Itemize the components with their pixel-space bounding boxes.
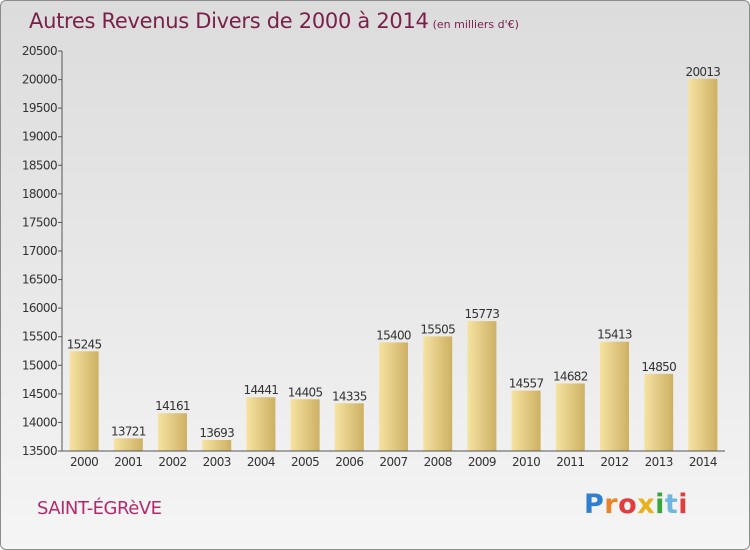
bar-2009 <box>467 321 497 451</box>
bar-value-label: 15505 <box>420 322 455 336</box>
x-tick-label: 2011 <box>556 455 584 469</box>
x-tick-label: 2012 <box>600 455 628 469</box>
y-tick-label: 16000 <box>22 301 57 315</box>
bar-2014 <box>688 78 718 451</box>
bar-value-label: 14335 <box>332 389 367 403</box>
bar-value-label: 13693 <box>199 426 234 440</box>
y-tick-label: 15000 <box>22 358 57 372</box>
y-tick-label: 19500 <box>22 101 57 115</box>
y-tick-label: 13500 <box>22 444 57 458</box>
chart-subtitle: (en milliers d'€) <box>432 18 519 31</box>
bar-2004 <box>246 397 276 451</box>
proxiti-logo[interactable]: Proxiti <box>584 489 688 525</box>
x-tick-label: 2008 <box>424 455 452 469</box>
x-tick-label: 2014 <box>689 455 717 469</box>
y-tick-label: 17500 <box>22 215 57 229</box>
bar-value-label: 14441 <box>244 383 279 397</box>
logo-letter: r <box>604 489 619 520</box>
bar-value-label: 14850 <box>641 360 676 374</box>
bar-2003 <box>202 439 232 451</box>
y-tick-label: 16500 <box>22 273 57 287</box>
logo-letter: o <box>618 489 638 520</box>
x-tick-label: 2006 <box>335 455 363 469</box>
logo-letter: i <box>655 489 665 520</box>
bar-value-label: 20013 <box>686 65 721 79</box>
y-axis: 13500 14000 14500 15000 15500 16000 16500 17000… <box>22 44 63 458</box>
chart-title: Autres Revenus Divers de 2000 à 2014 (en … <box>29 9 519 33</box>
commune-name: SAINT-ÉGRèVE <box>37 498 162 519</box>
x-tick-label: 2009 <box>468 455 496 469</box>
x-tick-label: 2004 <box>247 455 275 469</box>
y-tick-label: 18000 <box>22 187 57 201</box>
logo-letter: i <box>678 489 689 520</box>
bar-2005 <box>290 399 320 451</box>
x-tick-label: 2005 <box>291 455 319 469</box>
bar-2011 <box>555 383 585 451</box>
bar-value-label: 13721 <box>111 424 146 438</box>
bar-2006 <box>334 403 364 451</box>
y-tick-label: 18500 <box>22 158 57 172</box>
bar-value-label: 14161 <box>155 399 190 413</box>
x-tick-label: 2010 <box>512 455 540 469</box>
bars: 15245 13721 14161 13693 14441 14405 14335 15400… <box>67 65 721 451</box>
bar-2010 <box>511 390 541 451</box>
bar-2008 <box>423 336 453 451</box>
bar-2002 <box>158 413 187 451</box>
x-tick-label: 2007 <box>379 455 407 469</box>
x-tick-label: 2001 <box>114 455 142 469</box>
bar-2012 <box>600 341 629 451</box>
bar-2001 <box>113 438 143 451</box>
y-tick-label: 19000 <box>22 130 57 144</box>
chart-title-text: Autres Revenus Divers de 2000 à 2014 <box>29 9 429 33</box>
bar-value-label: 15773 <box>465 307 500 321</box>
x-axis: 2000 2001 2002 2003 2004 2005 2006 2007 2008 2009… <box>62 450 725 469</box>
y-tick-label: 17000 <box>22 244 57 258</box>
x-tick-label: 2002 <box>158 455 186 469</box>
bar-value-label: 14557 <box>509 377 544 391</box>
x-tick-label: 2000 <box>70 455 98 469</box>
y-tick-label: 15500 <box>22 330 57 344</box>
bar-value-label: 14682 <box>553 369 588 383</box>
y-tick-label: 14500 <box>22 387 57 401</box>
y-tick-label: 20500 <box>22 44 57 58</box>
bar-2007 <box>379 342 408 451</box>
bar-value-label: 14405 <box>288 385 323 399</box>
y-tick-label: 14000 <box>22 415 57 429</box>
logo-letter: x <box>637 489 656 520</box>
x-tick-label: 2003 <box>203 455 231 469</box>
y-tick-label: 20000 <box>22 73 57 87</box>
x-tick-label: 2013 <box>645 455 673 469</box>
bar-value-label: 15245 <box>67 337 102 351</box>
bar-value-label: 15413 <box>597 328 632 342</box>
bar-2000 <box>69 351 99 451</box>
bar-value-label: 15400 <box>376 328 411 342</box>
logo-letter: t <box>664 489 679 520</box>
bar-2013 <box>644 373 674 451</box>
logo-letter: P <box>584 489 605 520</box>
